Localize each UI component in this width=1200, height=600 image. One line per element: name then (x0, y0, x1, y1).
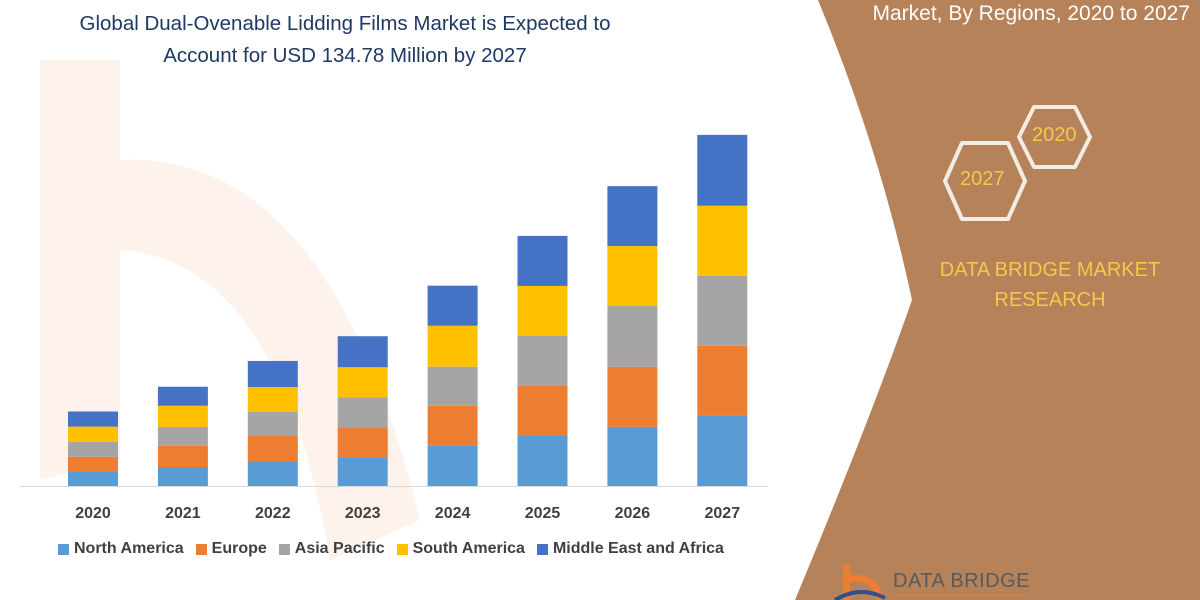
bar-segment-south-america-2025 (517, 285, 568, 336)
bar-segment-asia-pacific-2021 (157, 426, 208, 446)
bar-segment-middle-east-and-africa-2020 (68, 411, 118, 427)
x-tick-label: 2020 (75, 505, 111, 522)
bar-segment-north-america-2026 (607, 426, 658, 486)
bar-segment-south-america-2024 (427, 325, 478, 367)
x-tick-label: 2026 (615, 505, 651, 522)
bar-segment-middle-east-and-africa-2023 (337, 336, 388, 368)
legend-item-asia-pacific: Asia Pacific (278, 540, 385, 558)
bar-segment-middle-east-and-africa-2026 (607, 186, 658, 247)
x-tick-label: 2027 (705, 505, 741, 522)
bar-segment-middle-east-and-africa-2021 (157, 386, 208, 406)
chart-title: Global Dual-Ovenable Lidding Films Marke… (40, 8, 650, 72)
bar-segment-south-america-2021 (157, 405, 208, 427)
bar-segment-north-america-2027 (697, 415, 748, 486)
side-panel (795, 0, 1200, 600)
bar-segment-asia-pacific-2020 (68, 441, 118, 457)
bar-segment-asia-pacific-2026 (607, 305, 658, 367)
watermark-logo (40, 60, 420, 560)
bar-segment-middle-east-and-africa-2025 (517, 235, 568, 286)
legend-item-middle-east-and-africa: Middle East and Africa (536, 540, 724, 558)
bar-segment-north-america-2024 (427, 445, 478, 486)
brand-logo-icon (833, 565, 886, 600)
title-line-1: Global Dual-Ovenable Lidding Films Marke… (79, 12, 611, 35)
bar-segment-north-america-2020 (68, 471, 118, 486)
bar-segment-south-america-2022 (247, 387, 298, 413)
bar-segment-south-america-2026 (607, 246, 658, 306)
x-tick-label: 2021 (165, 505, 201, 522)
bar-segment-europe-2026 (607, 366, 658, 427)
brand-line-1: DATA BRIDGE MARKET (939, 259, 1161, 281)
bar-segment-north-america-2025 (517, 435, 568, 486)
legend-label: North America (74, 540, 184, 557)
bar-segment-middle-east-and-africa-2024 (427, 285, 478, 326)
legend: North America Europe Asia Pacific South … (58, 540, 724, 558)
bar-segment-south-america-2023 (337, 367, 388, 398)
legend-swatch (536, 543, 548, 555)
bar-segment-asia-pacific-2023 (337, 397, 388, 428)
logo-text: DATA BRIDGE (893, 570, 1031, 592)
legend-label: Asia Pacific (294, 540, 385, 557)
bar-segment-asia-pacific-2024 (427, 366, 478, 406)
stacked-bar-chart: 2020 2021 2022 2023 2024 2025 2026 2027 (20, 134, 768, 522)
title-line-2: Account for USD 134.78 Million by 2027 (163, 44, 527, 67)
bar-segment-middle-east-and-africa-2022 (247, 360, 298, 388)
x-tick-label: 2025 (525, 505, 561, 522)
bar-segment-middle-east-and-africa-2027 (697, 134, 748, 206)
hex-2027 (943, 141, 1027, 221)
hex-2027-label: 2027 (960, 168, 1005, 190)
x-tick-label: 2022 (255, 505, 291, 522)
bar-segment-europe-2024 (427, 405, 478, 446)
bar-segment-north-america-2021 (157, 466, 208, 486)
bar-segment-north-america-2023 (337, 457, 388, 486)
hex-2020 (1017, 105, 1092, 169)
bar-segment-south-america-2020 (68, 426, 118, 442)
brand-line-2: RESEARCH (994, 289, 1106, 311)
legend-label: South America (412, 540, 525, 557)
legend-swatch (278, 543, 290, 555)
legend-swatch (58, 543, 69, 555)
bar-segment-north-america-2022 (247, 460, 298, 486)
legend-label: Middle East and Africa (552, 540, 724, 557)
bar-segment-europe-2023 (337, 427, 388, 458)
side-panel-title: Market, By Regions, 2020 to 2027 (872, 2, 1190, 25)
bar-segment-asia-pacific-2025 (517, 335, 568, 386)
x-tick-label: 2024 (435, 505, 471, 522)
bar-segment-europe-2027 (697, 345, 748, 416)
legend-swatch (396, 543, 408, 555)
bar-segment-asia-pacific-2022 (247, 412, 298, 436)
bar-segment-asia-pacific-2027 (697, 275, 748, 346)
legend-label: Europe (211, 540, 267, 557)
bar-segment-south-america-2027 (697, 205, 748, 276)
legend-item-north-america: North America (58, 540, 184, 558)
x-tick-label: 2023 (345, 505, 381, 522)
bar-segment-europe-2022 (247, 435, 298, 461)
brand-text: DATA BRIDGE MARKET RESEARCH (905, 255, 1195, 315)
hex-2020-label: 2020 (1032, 124, 1077, 146)
legend-item-europe: Europe (195, 540, 267, 558)
bar-segment-europe-2020 (68, 456, 118, 472)
legend-swatch (195, 543, 207, 555)
bar-segment-europe-2025 (517, 385, 568, 436)
legend-item-south-america: South America (396, 540, 525, 558)
bar-segment-europe-2021 (157, 445, 208, 467)
